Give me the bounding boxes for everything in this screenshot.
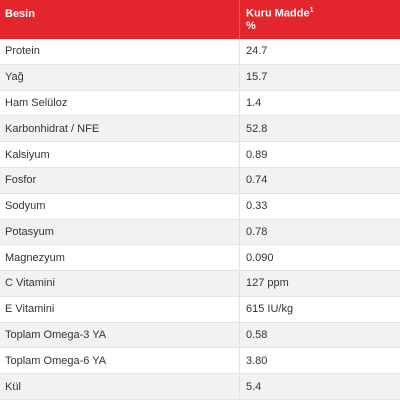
nutrient-name: Yağ: [0, 64, 239, 91]
header-dry-matter: Kuru Madde1 %: [239, 0, 400, 39]
nutrient-name: Magnezyum: [0, 245, 239, 272]
nutrient-name: Karbonhidrat / NFE: [0, 116, 239, 143]
nutrient-name: Toplam Omega-3 YA: [0, 322, 239, 349]
nutrient-value: 0.090: [239, 245, 400, 272]
nutrient-value: 24.7: [239, 39, 400, 65]
nutrient-name: Ham Selüloz: [0, 90, 239, 117]
nutrient-value: 0.33: [239, 193, 400, 220]
nutrient-value: 0.74: [239, 167, 400, 194]
nutrient-value: 615 IU/kg: [239, 296, 400, 323]
nutrient-name: C Vitamini: [0, 271, 239, 297]
nutrient-value: 0.58: [239, 322, 400, 349]
nutrient-value: 127 ppm: [239, 271, 400, 297]
nutrient-value: 1.4: [239, 90, 400, 117]
header-dry-matter-unit: %: [246, 19, 256, 32]
nutrient-name: Potasyum: [0, 219, 239, 246]
nutrient-value: 0.78: [239, 219, 400, 246]
nutrient-name: Fosfor: [0, 167, 239, 194]
nutrient-name: E Vitamini: [0, 296, 239, 323]
nutrient-value: 0.89: [239, 142, 400, 168]
nutrient-value: 15.7: [239, 64, 400, 91]
header-nutrient: Besin: [0, 0, 239, 39]
nutrient-value: 52.8: [239, 116, 400, 143]
nutrient-name: Kül: [0, 374, 239, 400]
nutrient-name: Sodyum: [0, 193, 239, 220]
nutrient-name: Kalsiyum: [0, 142, 239, 168]
nutrient-name: Toplam Omega-6 YA: [0, 348, 239, 375]
nutrient-value: 3.80: [239, 348, 400, 375]
header-nutrient-label: Besin: [5, 8, 35, 20]
nutrient-name: Protein: [0, 39, 239, 65]
header-dry-matter-label: Kuru Madde1: [246, 7, 314, 20]
nutrient-value: 5.4: [239, 374, 400, 400]
footnote-marker: 1: [309, 7, 314, 14]
